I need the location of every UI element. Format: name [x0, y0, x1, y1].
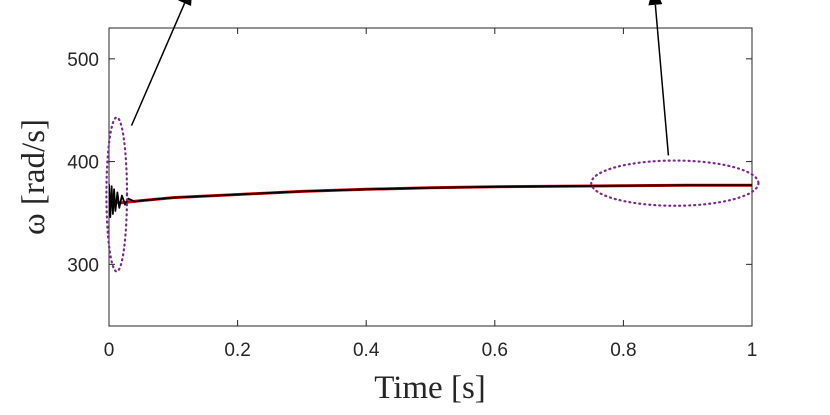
plot-area: [108, 27, 753, 327]
x-tick-label: 0.2: [224, 340, 250, 361]
zoom-ellipse-2: [590, 159, 760, 207]
x-tick-label: 0.6: [482, 340, 508, 361]
x-tick-label: 1: [747, 340, 758, 361]
zoom-ellipse-1: [105, 116, 129, 273]
arrow-shaft: [130, 2, 186, 126]
x-tick-label: 0.4: [353, 340, 380, 361]
x-axis-ticks: 0 0.2 0.4 0.6 0.8 1: [104, 28, 758, 361]
arrow-head: [178, 0, 192, 6]
y-axis-label: ω [rad/s]: [16, 119, 52, 235]
y-tick-label: 500: [67, 50, 99, 71]
series-layer: [109, 183, 752, 219]
annotation-arrow-2: [648, 0, 670, 156]
arrow-shaft: [654, 4, 670, 156]
x-tick-label: 0.8: [610, 340, 636, 361]
x-tick-label: 0: [104, 340, 115, 361]
y-axis-ticks: 300 400 500: [67, 50, 752, 276]
annotation-arrow-1: [130, 0, 192, 126]
y-tick-label: 300: [67, 255, 99, 276]
arrow-head: [648, 0, 663, 6]
y-tick-label: 400: [67, 153, 99, 174]
annotation-layer: [105, 0, 760, 273]
series-line-2: [109, 184, 752, 219]
x-axis-label: Time [s]: [374, 370, 486, 406]
